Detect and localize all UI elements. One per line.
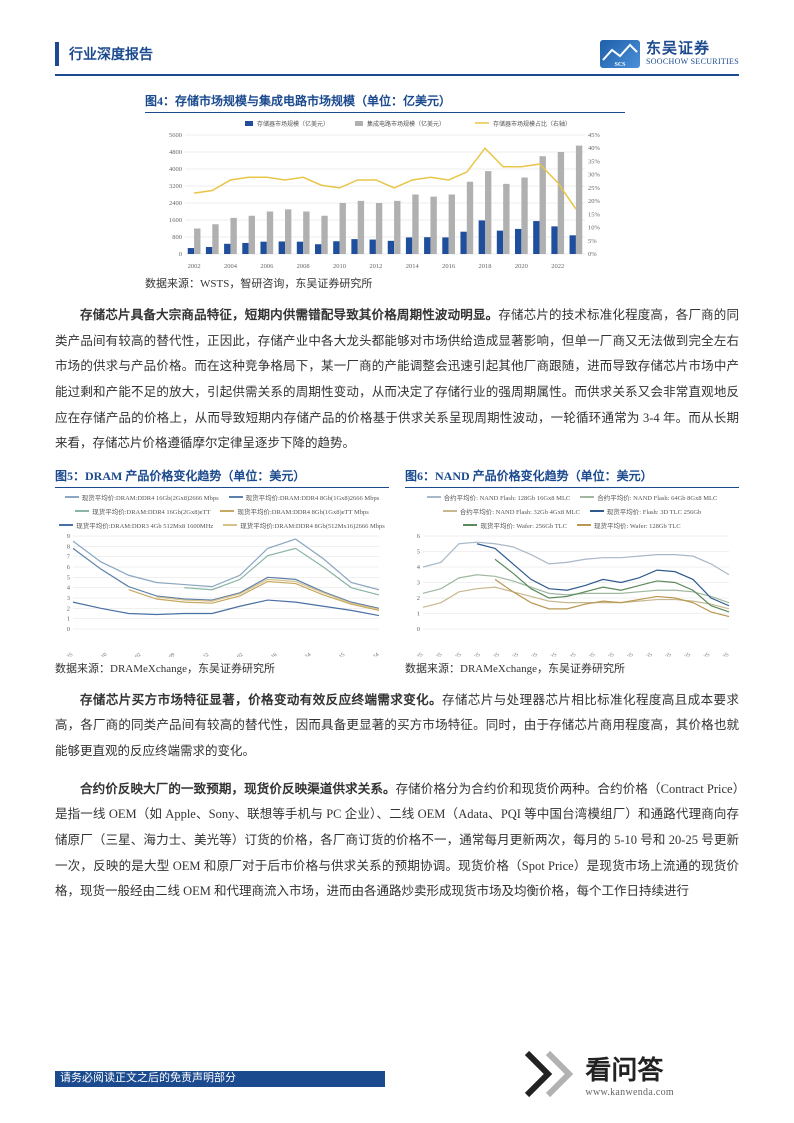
- svg-text:2020: 2020: [515, 263, 528, 270]
- svg-text:800: 800: [172, 234, 182, 241]
- svg-text:2: 2: [67, 605, 70, 612]
- svg-text:3200: 3200: [169, 183, 182, 190]
- svg-text:4: 4: [67, 584, 71, 591]
- paragraph-2: 存储芯片买方市场特征显著，价格变动有效反应终端需求变化。存储芯片与处理器芯片相比…: [55, 688, 739, 765]
- logo-en-text: SOOCHOW SECURITIES: [646, 58, 739, 67]
- svg-text:2016-05-25: 2016-05-25: [405, 652, 424, 657]
- svg-text:2020-05-22: 2020-05-22: [187, 652, 211, 657]
- figure5-chart: 0 1 2 3 4 5 6 7 8 9 2018-07-25 2019-01-10 2019-07-02…: [55, 532, 385, 657]
- svg-text:2021-09-24: 2021-09-24: [289, 652, 313, 657]
- logo-cn-text: 东吴证券: [646, 41, 739, 58]
- svg-text:3: 3: [67, 595, 70, 602]
- svg-text:2400: 2400: [169, 200, 182, 207]
- svg-text:2016: 2016: [442, 263, 456, 270]
- figure4-source: 数据来源：WSTS，智研咨询，东吴证券研究所: [145, 275, 625, 291]
- svg-text:2022: 2022: [551, 263, 564, 270]
- svg-text:6: 6: [417, 533, 421, 540]
- watermark-icon: [519, 1045, 577, 1103]
- logo-icon: SCS: [600, 40, 640, 68]
- figure5-title: 图5：DRAM 产品价格变化趋势（单位：美元）: [55, 467, 389, 484]
- svg-text:5: 5: [67, 574, 70, 581]
- svg-text:存储器市场规模占比（右轴）: 存储器市场规模占比（右轴）: [493, 120, 571, 128]
- svg-text:10%: 10%: [588, 225, 601, 232]
- figure5-source: 数据来源：DRAMeXchange，东吴证券研究所: [55, 660, 389, 676]
- svg-text:0: 0: [179, 251, 182, 258]
- svg-text:2006: 2006: [260, 263, 274, 270]
- svg-text:8: 8: [67, 543, 70, 550]
- svg-text:30%: 30%: [588, 172, 601, 179]
- svg-text:2004: 2004: [224, 263, 238, 270]
- page-header: 行业深度报告 SCS 东吴证券 SOOCHOW SECURITIES: [55, 40, 739, 68]
- svg-text:0%: 0%: [588, 251, 597, 258]
- footer-disclaimer: 请务必阅读正文之后的免责声明部分: [60, 1069, 236, 1085]
- svg-text:0: 0: [417, 626, 420, 633]
- svg-text:SCS: SCS: [614, 62, 626, 68]
- svg-text:40%: 40%: [588, 145, 601, 152]
- svg-text:2021-04-16: 2021-04-16: [255, 652, 279, 657]
- svg-text:7: 7: [67, 553, 71, 560]
- header-divider: [55, 74, 739, 76]
- svg-text:6: 6: [67, 564, 71, 571]
- company-logo: SCS 东吴证券 SOOCHOW SECURITIES: [600, 40, 739, 68]
- paragraph-3: 合约价反映大厂的一致预期，现货价反映渠道供求关系。存储价格分为合约价和现货价两种…: [55, 777, 739, 905]
- svg-text:2014: 2014: [406, 263, 420, 270]
- svg-text:2020-11-02: 2020-11-02: [221, 652, 245, 657]
- watermark-url: www.kanwenda.com: [585, 1087, 674, 1098]
- svg-text:2019-01-10: 2019-01-10: [85, 652, 109, 657]
- svg-text:5: 5: [417, 548, 420, 555]
- svg-text:2002: 2002: [188, 263, 201, 270]
- svg-text:20%: 20%: [588, 198, 601, 205]
- svg-text:4000: 4000: [169, 166, 182, 173]
- watermark: 看问答 www.kanwenda.com: [519, 1045, 674, 1103]
- svg-text:9: 9: [67, 533, 70, 540]
- svg-text:35%: 35%: [588, 158, 601, 165]
- svg-text:2019-07-02: 2019-07-02: [119, 652, 143, 657]
- svg-text:2010: 2010: [333, 263, 346, 270]
- svg-text:1600: 1600: [169, 217, 182, 224]
- svg-text:2019-12-09: 2019-12-09: [153, 652, 177, 657]
- svg-text:4: 4: [417, 564, 421, 571]
- svg-text:5600: 5600: [169, 132, 182, 139]
- svg-text:1: 1: [67, 615, 70, 622]
- svg-text:45%: 45%: [588, 132, 601, 139]
- figure6-legend: 合约平均价: NAND Flash: 128Gb 16Gx8 MLC合约平均价:…: [405, 492, 739, 530]
- figure5-legend: 现货平均价:DRAM:DDR4 16Gb(2Gx8)2666 Mbps现货平均价…: [55, 492, 389, 530]
- paragraph-1: 存储芯片具备大宗商品特征，短期内供需错配导致其价格周期性波动明显。存储芯片的技术…: [55, 303, 739, 457]
- svg-text:2012: 2012: [369, 263, 382, 270]
- svg-text:15%: 15%: [588, 211, 601, 218]
- svg-text:2022-08-24: 2022-08-24: [357, 652, 381, 657]
- figure6-title: 图6：NAND 产品价格变化趋势（单位：美元）: [405, 467, 739, 484]
- svg-text:0: 0: [67, 626, 70, 633]
- watermark-cn: 看问答: [585, 1050, 674, 1087]
- svg-text:1: 1: [417, 610, 420, 617]
- figure6-chart: 01234562016-05-252016-10-252017-03-25201…: [405, 532, 735, 657]
- svg-text:2008: 2008: [297, 263, 310, 270]
- figure4-chart: 存储器市场规模（亿美元） 集成电路市场规模（亿美元） 存储器市场规模占比（右轴） 0 8…: [145, 117, 625, 272]
- svg-text:存储器市场规模（亿美元）: 存储器市场规模（亿美元）: [257, 120, 329, 128]
- svg-text:2: 2: [417, 595, 420, 602]
- figure6-source: 数据来源：DRAMeXchange，东吴证券研究所: [405, 660, 739, 676]
- svg-text:4800: 4800: [169, 149, 182, 156]
- svg-text:5%: 5%: [588, 238, 597, 245]
- header-title: 行业深度报告: [69, 44, 153, 64]
- svg-text:25%: 25%: [588, 185, 601, 192]
- svg-text:3: 3: [417, 579, 420, 586]
- svg-text:2022-03-15: 2022-03-15: [323, 652, 347, 657]
- svg-text:集成电路市场规模（亿美元）: 集成电路市场规模（亿美元）: [367, 120, 445, 128]
- figure4-title: 图4：存储市场规模与集成电路市场规模（单位：亿美元）: [145, 92, 625, 109]
- header-accent-bar: [55, 42, 59, 66]
- svg-text:2018: 2018: [479, 263, 492, 270]
- svg-text:2018-07-25: 2018-07-25: [55, 652, 74, 657]
